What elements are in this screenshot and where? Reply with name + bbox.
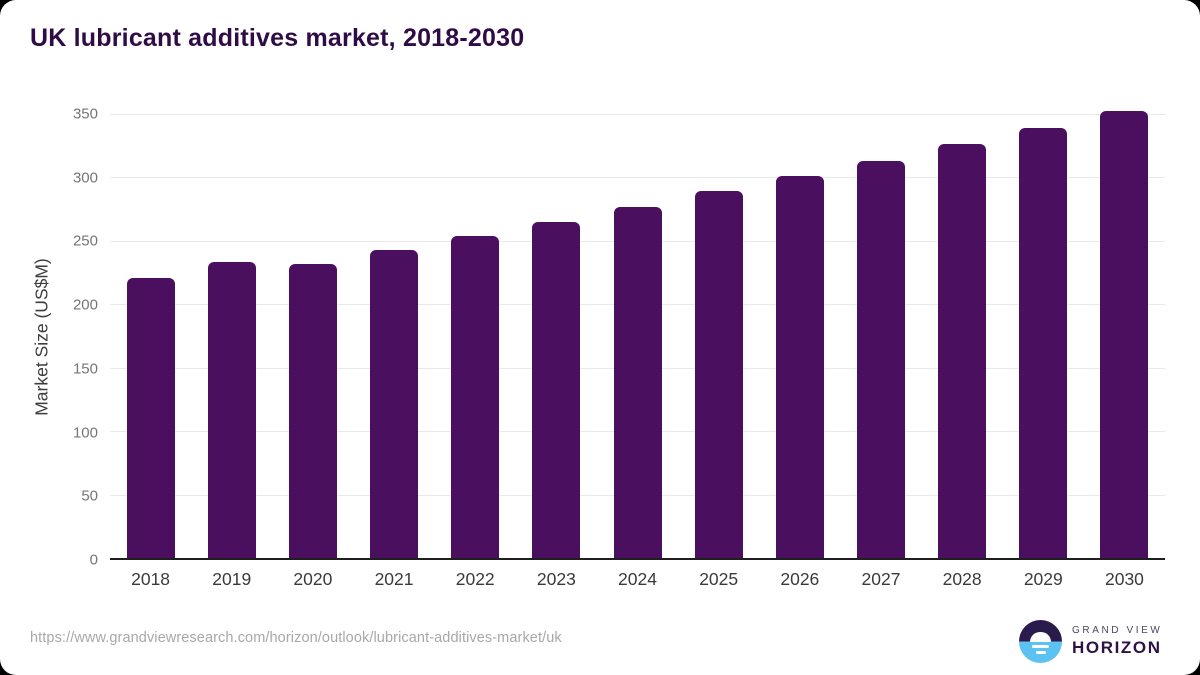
bar-2025 bbox=[694, 191, 743, 558]
y-tick-350: 350 bbox=[72, 105, 98, 123]
sun-shape bbox=[1030, 631, 1051, 642]
bar-slot-2018 bbox=[110, 114, 191, 558]
y-tick-150: 150 bbox=[72, 360, 98, 378]
horizon-sun-logo-icon bbox=[1019, 620, 1062, 663]
bar-2030 bbox=[1100, 111, 1149, 558]
logo-text-horizon: HORIZON bbox=[1072, 638, 1162, 658]
x-axis-tick-labels: 2018 2019 2020 2021 2022 2023 2024 2025 2026 2027… bbox=[110, 569, 1165, 590]
x-tick-2021: 2021 bbox=[374, 569, 414, 589]
bar-2024 bbox=[613, 206, 662, 558]
bar-slot-2028 bbox=[922, 114, 1003, 558]
logo-text-grand-view: GRAND VIEW bbox=[1072, 624, 1163, 636]
x-tick-2030: 2030 bbox=[1104, 569, 1144, 589]
x-tick-2023: 2023 bbox=[536, 569, 576, 589]
bar-2022 bbox=[451, 235, 500, 558]
y-tick-250: 250 bbox=[72, 232, 98, 250]
x-tick-2018: 2018 bbox=[131, 569, 171, 589]
gridline-350 bbox=[110, 114, 1165, 115]
x-tick-2028: 2028 bbox=[942, 569, 982, 589]
bar-slot-2020 bbox=[272, 114, 353, 558]
bar-2020 bbox=[288, 263, 337, 558]
y-axis-tick-labels: 0 50 100 150 200 250 300 350 bbox=[20, 106, 98, 569]
bar-slot-2027 bbox=[840, 114, 921, 558]
bar-slot-2023 bbox=[516, 114, 597, 558]
y-tick-50: 50 bbox=[81, 487, 98, 505]
sun-reflection-line-1 bbox=[1032, 644, 1049, 648]
chart-title: UK lubricant additives market, 2018-2030 bbox=[30, 24, 525, 52]
bar-2021 bbox=[370, 249, 419, 558]
bar-slot-2025 bbox=[678, 114, 759, 558]
bar-2023 bbox=[532, 221, 581, 558]
bar-slot-2022 bbox=[435, 114, 516, 558]
x-tick-2029: 2029 bbox=[1023, 569, 1063, 589]
bar-2018 bbox=[126, 277, 175, 558]
grand-view-horizon-logo: GRAND VIEW HORIZON bbox=[1019, 620, 1162, 663]
bar-2026 bbox=[775, 176, 824, 558]
bar-2029 bbox=[1019, 127, 1068, 558]
bar-slot-2019 bbox=[191, 114, 272, 558]
x-tick-2025: 2025 bbox=[699, 569, 739, 589]
y-tick-200: 200 bbox=[72, 296, 98, 314]
bar-slot-2024 bbox=[597, 114, 678, 558]
x-tick-2027: 2027 bbox=[861, 569, 901, 589]
bar-slot-2030 bbox=[1084, 111, 1165, 558]
bar-2028 bbox=[938, 144, 987, 558]
bar-slot-2029 bbox=[1003, 114, 1084, 558]
source-url: https://www.grandviewresearch.com/horizo… bbox=[30, 630, 562, 646]
gridline-300 bbox=[110, 177, 1165, 179]
x-tick-2022: 2022 bbox=[455, 569, 495, 589]
bar-slot-2021 bbox=[353, 114, 434, 558]
bar-slot-2026 bbox=[759, 114, 840, 558]
y-tick-100: 100 bbox=[72, 424, 98, 442]
bar-2027 bbox=[856, 160, 905, 558]
logo-text: GRAND VIEW HORIZON bbox=[1072, 625, 1162, 658]
y-tick-300: 300 bbox=[72, 169, 98, 187]
x-tick-2019: 2019 bbox=[212, 569, 252, 589]
sun-reflection-line-2 bbox=[1035, 650, 1046, 654]
y-tick-0: 0 bbox=[89, 551, 98, 569]
x-tick-2020: 2020 bbox=[293, 569, 333, 589]
x-tick-2026: 2026 bbox=[780, 569, 820, 589]
bar-2019 bbox=[207, 262, 256, 558]
bars-container bbox=[110, 111, 1165, 558]
x-tick-2024: 2024 bbox=[618, 569, 657, 589]
